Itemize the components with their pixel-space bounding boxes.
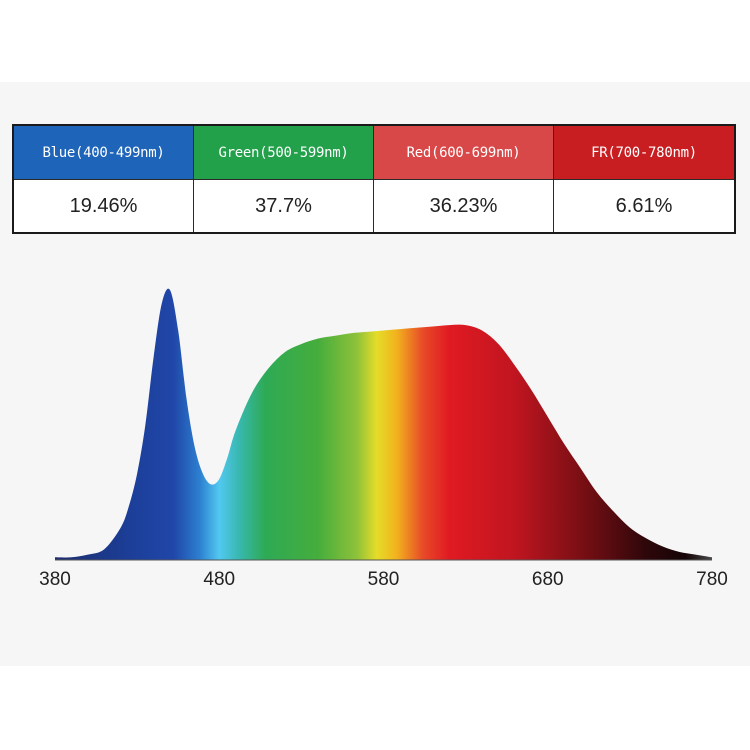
- spectrum-chart: 380 480 580 680 780: [39, 288, 728, 590]
- header-green: Green(500-599nm): [194, 126, 374, 180]
- x-tick-label: 580: [368, 569, 400, 590]
- header-far-red: FR(700-780nm): [554, 126, 734, 180]
- header-red: Red(600-699nm): [374, 126, 554, 180]
- value-red: 36.23%: [374, 180, 554, 232]
- x-tick-label: 680: [532, 569, 564, 590]
- value-far-red: 6.61%: [615, 194, 673, 217]
- value-blue: 19.46%: [14, 180, 194, 232]
- header-blue: Blue(400-499nm): [14, 126, 194, 180]
- x-tick-label: 780: [696, 569, 728, 590]
- x-axis-ticks: 380 480 580 680 780: [39, 569, 728, 590]
- plot-area: [55, 288, 712, 561]
- value-green: 37.7%: [194, 180, 374, 232]
- x-tick-label: 380: [39, 569, 71, 590]
- spectrum-area: [55, 288, 712, 560]
- x-tick-label: 480: [203, 569, 235, 590]
- spectrum-percentage-table: Blue(400-499nm) Green(500-599nm) Red(600…: [12, 124, 736, 234]
